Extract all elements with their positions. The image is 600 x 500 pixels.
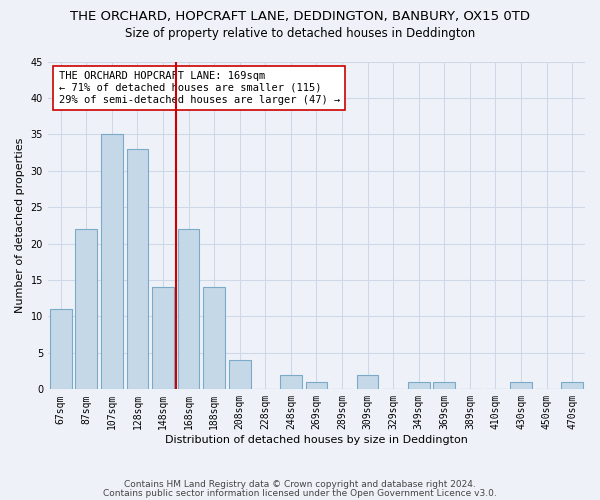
X-axis label: Distribution of detached houses by size in Deddington: Distribution of detached houses by size …	[165, 435, 468, 445]
Bar	[357, 375, 379, 390]
Bar	[101, 134, 123, 390]
Bar	[229, 360, 251, 390]
Bar	[510, 382, 532, 390]
Text: Size of property relative to detached houses in Deddington: Size of property relative to detached ho…	[125, 28, 475, 40]
Text: Contains HM Land Registry data © Crown copyright and database right 2024.: Contains HM Land Registry data © Crown c…	[124, 480, 476, 489]
Bar	[305, 382, 328, 390]
Text: Contains public sector information licensed under the Open Government Licence v3: Contains public sector information licen…	[103, 489, 497, 498]
Y-axis label: Number of detached properties: Number of detached properties	[15, 138, 25, 313]
Bar	[50, 309, 71, 390]
Bar	[178, 229, 199, 390]
Bar	[433, 382, 455, 390]
Text: THE ORCHARD HOPCRAFT LANE: 169sqm
← 71% of detached houses are smaller (115)
29%: THE ORCHARD HOPCRAFT LANE: 169sqm ← 71% …	[59, 72, 340, 104]
Bar	[408, 382, 430, 390]
Bar	[76, 229, 97, 390]
Bar	[562, 382, 583, 390]
Bar	[280, 375, 302, 390]
Bar	[203, 288, 225, 390]
Bar	[127, 149, 148, 390]
Text: THE ORCHARD, HOPCRAFT LANE, DEDDINGTON, BANBURY, OX15 0TD: THE ORCHARD, HOPCRAFT LANE, DEDDINGTON, …	[70, 10, 530, 23]
Bar	[152, 288, 174, 390]
